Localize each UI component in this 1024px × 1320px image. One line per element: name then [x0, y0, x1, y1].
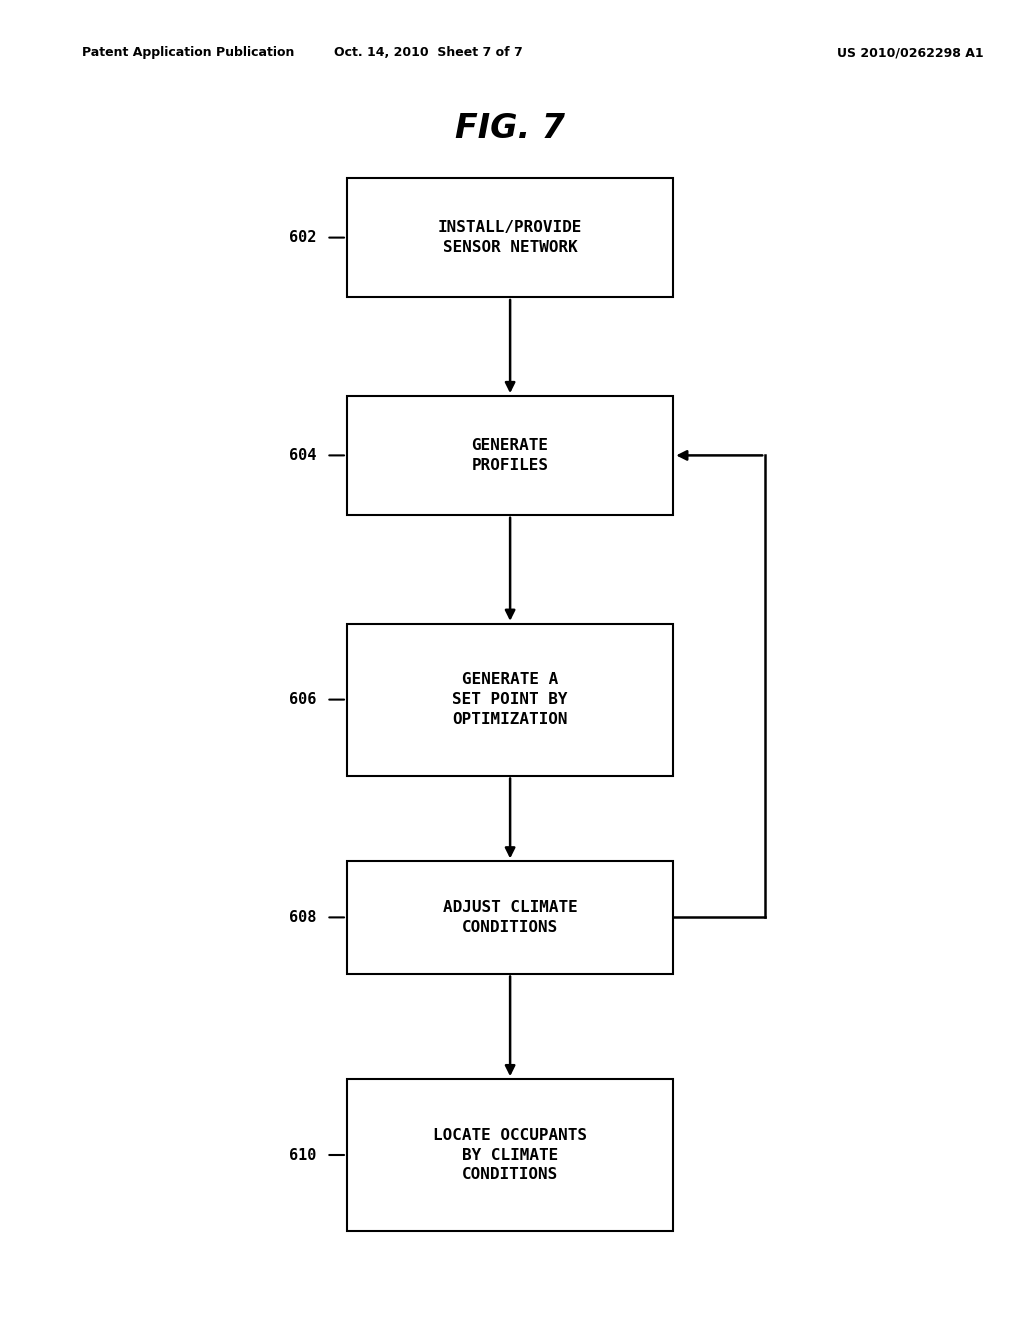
- Text: Oct. 14, 2010  Sheet 7 of 7: Oct. 14, 2010 Sheet 7 of 7: [334, 46, 523, 59]
- Text: ADJUST CLIMATE
CONDITIONS: ADJUST CLIMATE CONDITIONS: [442, 900, 578, 935]
- Text: FIG. 7: FIG. 7: [455, 112, 565, 145]
- Text: INSTALL/PROVIDE
SENSOR NETWORK: INSTALL/PROVIDE SENSOR NETWORK: [438, 220, 583, 255]
- Text: 602: 602: [289, 230, 316, 246]
- Text: LOCATE OCCUPANTS
BY CLIMATE
CONDITIONS: LOCATE OCCUPANTS BY CLIMATE CONDITIONS: [433, 1127, 587, 1183]
- Text: Patent Application Publication: Patent Application Publication: [82, 46, 294, 59]
- Text: 604: 604: [289, 447, 316, 463]
- Text: GENERATE
PROFILES: GENERATE PROFILES: [472, 438, 549, 473]
- Text: 606: 606: [289, 692, 316, 708]
- FancyBboxPatch shape: [347, 396, 674, 515]
- Text: 608: 608: [289, 909, 316, 925]
- FancyBboxPatch shape: [347, 861, 674, 974]
- Text: US 2010/0262298 A1: US 2010/0262298 A1: [837, 46, 983, 59]
- Text: 610: 610: [289, 1147, 316, 1163]
- FancyBboxPatch shape: [347, 624, 674, 776]
- FancyBboxPatch shape: [347, 178, 674, 297]
- FancyBboxPatch shape: [347, 1080, 674, 1230]
- Text: GENERATE A
SET POINT BY
OPTIMIZATION: GENERATE A SET POINT BY OPTIMIZATION: [453, 672, 568, 727]
